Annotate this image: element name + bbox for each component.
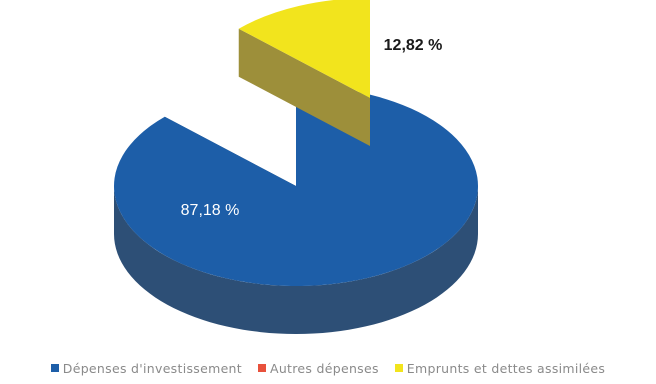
pie-slice-side-emprunts-et-dettes-assimilees bbox=[238, 28, 370, 146]
legend-swatch-emprunts-et-dettes-assimilees bbox=[394, 364, 403, 372]
pie-slice-depenses-d-investissement bbox=[113, 86, 478, 286]
legend-swatch-depenses-d-investissement bbox=[50, 364, 59, 372]
legend-swatch-autres-depenses bbox=[257, 364, 266, 372]
legend-item-depenses-d-investissement: Dépenses d'investissement bbox=[50, 360, 242, 376]
pie-slice-wall-depenses-d-investissement bbox=[114, 186, 478, 334]
legend-label-emprunts-et-dettes-assimilees: Emprunts et dettes assimilées bbox=[406, 360, 606, 376]
legend-label-depenses-d-investissement: Dépenses d'investissement bbox=[62, 360, 242, 376]
legend: Dépenses d'investissement Autres dépenses… bbox=[0, 356, 656, 380]
pie-slice-emprunts-et-dettes-assimilees bbox=[238, 0, 370, 98]
legend-label-autres-depenses: Autres dépenses bbox=[269, 360, 379, 376]
pie-labels: 87,18 % 12,82 % bbox=[181, 37, 443, 219]
legend-item-autres-depenses: Autres dépenses bbox=[257, 360, 379, 376]
data-label-depenses-d-investissement: 87,18 % bbox=[181, 202, 240, 219]
pie-slices bbox=[113, 0, 478, 334]
legend-item-emprunts-et-dettes-assimilees: Emprunts et dettes assimilées bbox=[394, 360, 606, 376]
data-label-emprunts-et-dettes-assimilees: 12,82 % bbox=[384, 37, 443, 54]
